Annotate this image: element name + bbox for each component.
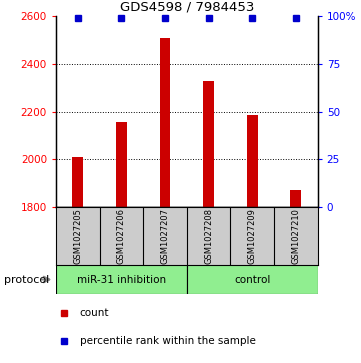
- Bar: [247, 115, 258, 207]
- Bar: [116, 122, 127, 207]
- Text: GSM1027209: GSM1027209: [248, 208, 257, 264]
- Text: control: control: [234, 274, 270, 285]
- Title: GDS4598 / 7984453: GDS4598 / 7984453: [119, 1, 254, 14]
- Bar: [290, 190, 301, 207]
- Bar: [203, 81, 214, 207]
- Text: GSM1027206: GSM1027206: [117, 208, 126, 264]
- Text: miR-31 inhibition: miR-31 inhibition: [77, 274, 166, 285]
- Text: protocol: protocol: [4, 274, 49, 285]
- Text: GSM1027207: GSM1027207: [161, 208, 170, 264]
- Text: GSM1027208: GSM1027208: [204, 208, 213, 264]
- Bar: [160, 38, 170, 207]
- Bar: [56, 265, 187, 294]
- Text: GSM1027210: GSM1027210: [291, 208, 300, 264]
- Text: percentile rank within the sample: percentile rank within the sample: [79, 336, 255, 346]
- Bar: [72, 157, 83, 207]
- Bar: [187, 265, 318, 294]
- Text: count: count: [79, 307, 109, 318]
- Text: GSM1027205: GSM1027205: [73, 208, 82, 264]
